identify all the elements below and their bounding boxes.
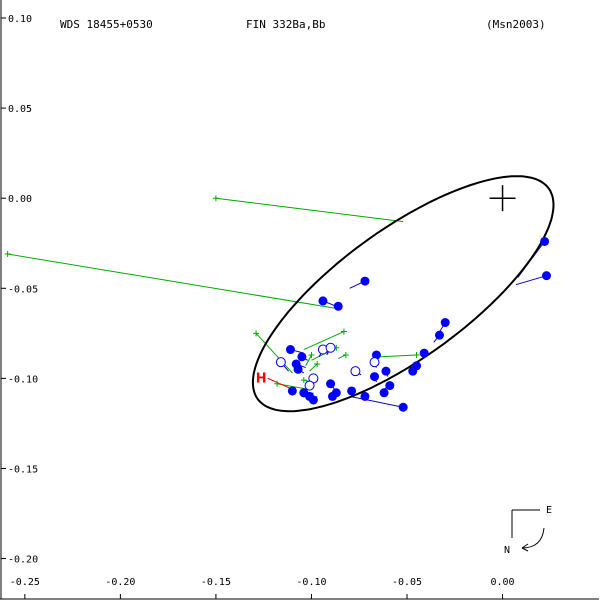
cross-point — [308, 351, 315, 358]
filled-point — [398, 402, 408, 412]
x-tick-label: -0.25 — [10, 577, 40, 588]
filled-point — [327, 391, 337, 401]
filled-point — [379, 388, 389, 398]
filled-point — [299, 388, 309, 398]
y-tick-label: -0.20 — [8, 555, 38, 566]
residual-line-green — [303, 331, 345, 351]
open-point — [369, 357, 380, 368]
filled-point — [541, 271, 551, 281]
observation-points — [4, 195, 551, 412]
y-tick-label: 0.05 — [8, 104, 32, 115]
x-tick-label: -0.10 — [296, 577, 326, 588]
filled-point — [440, 318, 450, 328]
x-axis-ticks: -0.25 -0.20 -0.15 -0.10 -0.05 0.00 — [10, 577, 515, 599]
cross-point — [212, 195, 219, 202]
filled-point — [370, 372, 380, 382]
residual-line-green — [215, 197, 404, 223]
x-tick-label: -0.05 — [392, 577, 422, 588]
filled-point — [408, 366, 418, 376]
compass-north-label: N — [504, 545, 510, 556]
cross-point — [314, 360, 321, 367]
cross-point — [300, 377, 307, 384]
cross-point — [342, 351, 349, 358]
filled-point — [333, 301, 343, 311]
open-point — [304, 380, 315, 391]
x-tick-label: -0.15 — [201, 577, 231, 588]
residual-line-green — [7, 253, 335, 309]
residual-line-green — [309, 363, 318, 372]
residual-line-green — [338, 354, 347, 360]
orbit-ellipse — [251, 175, 555, 413]
filled-point — [308, 395, 318, 405]
filled-point — [326, 379, 336, 389]
cross-point — [253, 330, 260, 337]
open-point — [350, 366, 361, 377]
header-right: (Msn2003) — [486, 18, 546, 31]
compass-rotation-arc — [521, 527, 545, 549]
y-axis-ticks: 0.10 0.05 0.00 -0.05 -0.10 -0.15 -0.20 — [1, 14, 38, 566]
cross-point — [274, 380, 281, 387]
residual-line-green — [380, 354, 417, 358]
filled-point — [381, 366, 391, 376]
open-point — [325, 342, 336, 353]
marker-h-label: H — [256, 371, 267, 386]
open-point — [275, 357, 286, 368]
filled-point — [293, 364, 303, 374]
filled-point — [287, 386, 297, 396]
x-tick-label: 0.00 — [491, 577, 515, 588]
filled-point — [385, 381, 395, 391]
header-center: FIN 332Ba,Bb — [246, 18, 325, 31]
compass-arrow-icon — [521, 543, 529, 552]
filled-point — [347, 386, 357, 396]
y-tick-label: -0.10 — [8, 374, 38, 385]
filled-point — [285, 345, 295, 355]
cross-point — [413, 351, 420, 358]
cross-point — [4, 251, 11, 258]
filled-point — [360, 276, 370, 286]
filled-point — [540, 236, 550, 246]
filled-point — [419, 348, 429, 358]
y-tick-label: 0.00 — [8, 194, 32, 205]
primary-star-cross — [489, 185, 516, 212]
filled-point — [297, 352, 307, 362]
compass: E N — [504, 505, 552, 556]
y-tick-label: -0.15 — [8, 464, 38, 475]
y-tick-label: 0.10 — [8, 14, 32, 25]
x-tick-label: -0.20 — [105, 577, 135, 588]
filled-point — [360, 391, 370, 401]
residual-line-green — [255, 332, 293, 374]
y-tick-label: -0.05 — [8, 284, 38, 295]
filled-point — [434, 330, 444, 340]
filled-point — [318, 296, 328, 306]
residual-line-blue — [349, 395, 404, 408]
header-left: WDS 18455+0530 — [60, 18, 153, 31]
cross-point — [340, 328, 347, 335]
compass-east-label: E — [546, 505, 552, 516]
residual-line-blue — [515, 275, 547, 286]
residual-line-green — [305, 354, 312, 367]
